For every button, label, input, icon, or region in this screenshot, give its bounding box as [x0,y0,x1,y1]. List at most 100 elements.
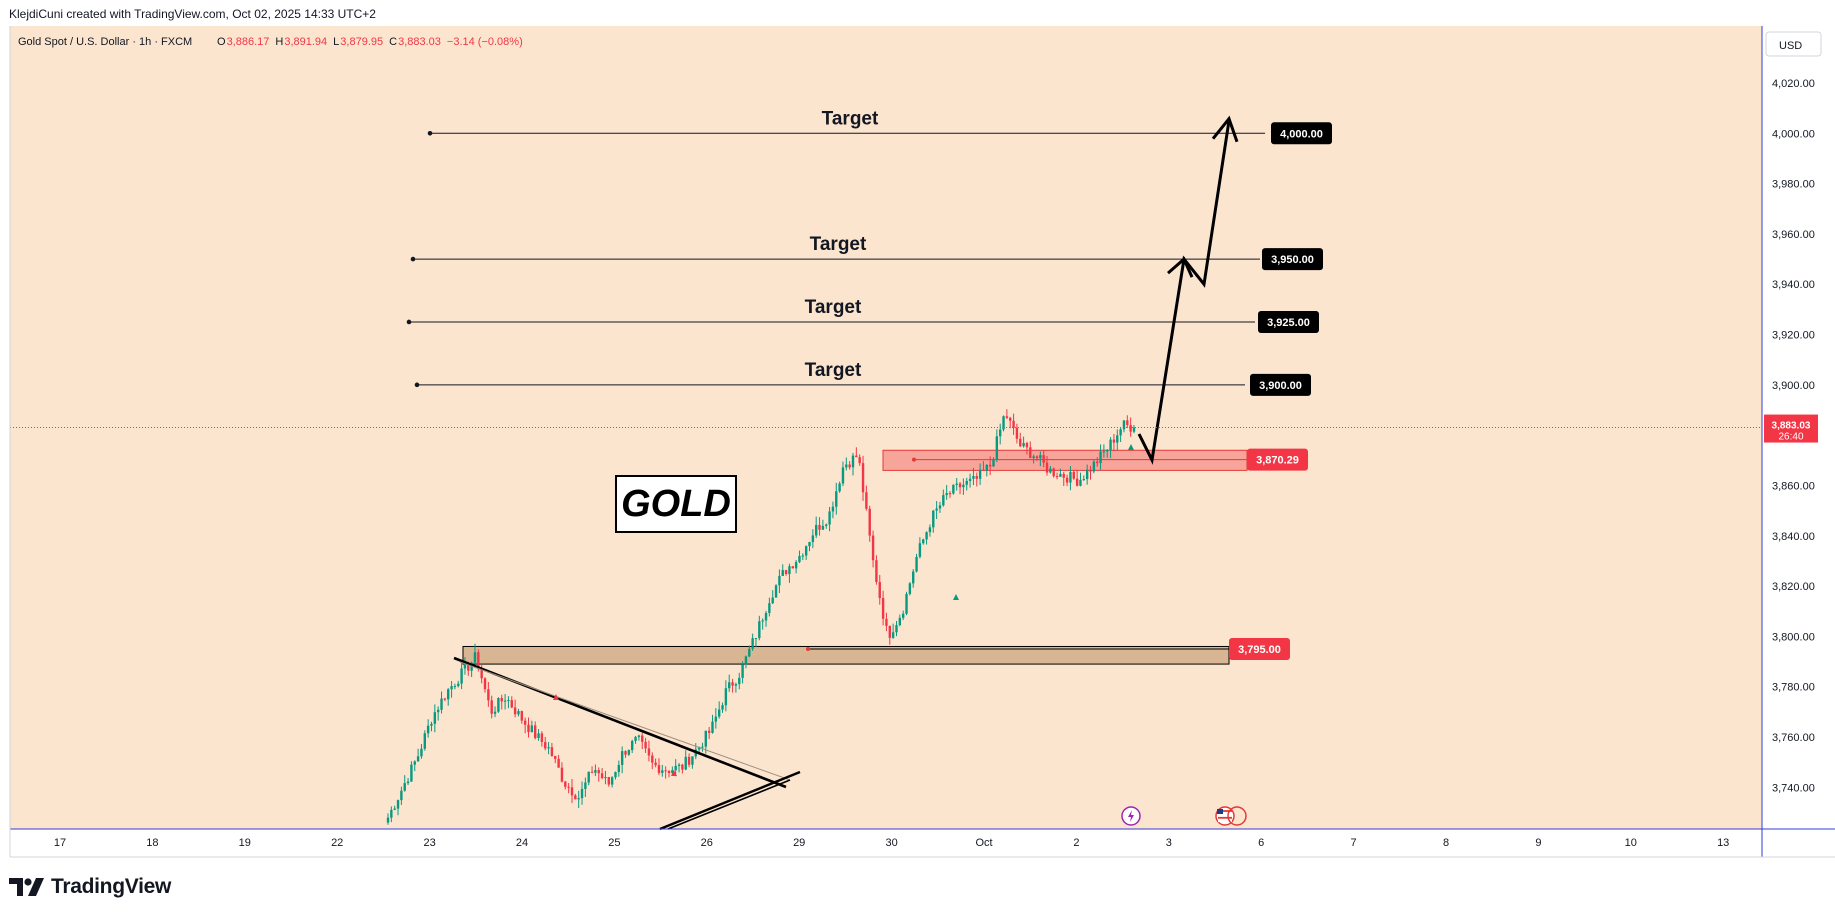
candle [828,506,831,532]
candle-body [436,709,440,713]
candle [978,463,982,486]
candle-body [891,632,895,638]
candle [1032,454,1035,464]
candle-body [477,652,480,669]
projection-midhead [1167,256,1194,278]
target-price-tag-text: 3,925.00 [1267,317,1310,329]
target-price-tag: 3,950.00 [1262,248,1323,271]
zone-price-tag-text: 3,795.00 [1238,644,1281,656]
zone-price-tag: 3,870.29 [1247,448,1308,471]
candle [784,569,788,576]
candle-body [493,711,497,714]
gold-annotation-box[interactable] [615,475,737,533]
candle-body [443,698,447,700]
candle [520,710,524,724]
candle-body [544,742,547,749]
candle-body [711,721,714,733]
candle-body [671,770,674,773]
candle [610,776,614,788]
candle-body [1089,469,1092,472]
candle [607,776,610,787]
candle-body [620,751,624,765]
candle-body [761,620,764,622]
candle-body [704,730,708,747]
candle [617,760,621,777]
candle [821,519,825,530]
candle-body [681,764,684,770]
candle-body [490,700,493,714]
candle [1012,413,1015,435]
candle [938,501,942,513]
candle-body [1039,455,1042,459]
candle-body [764,612,768,621]
candle-body [457,683,460,687]
candle [447,688,450,706]
zone-price-tag-text: 3,870.29 [1256,455,1299,467]
candle-body [748,648,751,657]
us-flag-icon[interactable] [1215,806,1247,826]
candle-body [1052,468,1055,477]
x-tick-label: Oct [975,837,992,849]
candle-body [908,583,912,594]
candle [891,623,895,639]
candle [644,737,647,753]
candle [918,537,922,559]
candle [393,805,396,811]
upper-support-zone[interactable] [882,449,1248,471]
candle [667,770,671,778]
candle [962,478,965,495]
candle [631,739,634,753]
candle [707,726,711,740]
candle [587,771,590,786]
candle-body [1055,476,1059,478]
candle [764,610,768,627]
projection-arrowhead [1211,115,1239,143]
candle-body [811,535,815,543]
candle-body [467,664,470,671]
candle [1025,441,1029,455]
candle-body [480,668,483,679]
candle-body [560,767,564,782]
candle-body [714,716,718,722]
candle-body [584,782,587,789]
candle-body [851,455,855,468]
lightning-icon[interactable] [1121,806,1141,826]
candle [848,461,851,470]
candle [647,740,651,762]
candle [550,742,554,757]
candle [1049,465,1052,474]
candle [738,672,741,690]
candle [818,517,821,536]
ascending-trendline[interactable] [659,770,801,831]
candle [433,704,437,733]
candle-body [878,582,881,599]
candle [1055,472,1059,480]
candle-body [771,597,774,604]
x-tick-label: 6 [1258,837,1264,849]
candle-body [420,748,423,757]
ascending-trendline-inner [667,779,791,830]
candle-body [654,762,657,766]
currency-button[interactable]: USD [1765,31,1822,57]
candle-body [978,469,982,479]
candle [497,697,500,713]
candle [915,553,918,573]
candle [1099,444,1102,470]
target-anchor [427,131,433,136]
candle-body [922,539,925,544]
candle [1039,451,1042,467]
candle-body [1029,447,1032,459]
candle-body [778,575,781,586]
candle [925,531,928,545]
y-tick-label: 3,860.00 [1772,480,1815,492]
candle-body [1112,439,1116,443]
candle [781,564,784,577]
candle [493,706,497,718]
candle-body [751,638,754,649]
candle-body [858,457,861,464]
candle-body [918,543,922,557]
target-label: Target [822,108,879,129]
candle-body [794,562,798,569]
candle [440,691,443,714]
